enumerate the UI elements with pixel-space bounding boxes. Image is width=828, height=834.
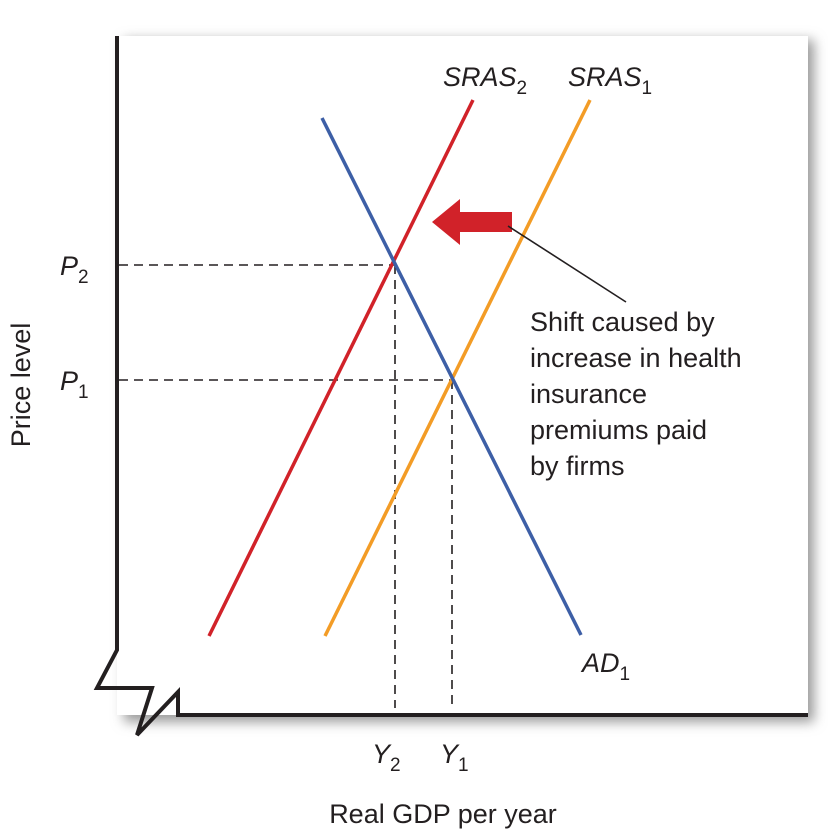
y2-label: Y2	[372, 739, 401, 776]
ad1-label: AD1	[580, 648, 630, 685]
guides	[119, 264, 453, 708]
leader-line	[507, 225, 627, 303]
y1-label: Y1	[440, 739, 469, 776]
sras1-curve	[323, 99, 592, 637]
ad1-curve	[320, 117, 583, 636]
sras1-label: SRAS1	[568, 62, 652, 99]
annotation-line: increase in health	[530, 343, 742, 373]
sras2-label: SRAS2	[443, 62, 527, 99]
y-axis-title: Price level	[6, 323, 36, 448]
p2-label: P2	[60, 251, 89, 288]
annotation-line: by firms	[530, 451, 625, 481]
shift-arrow	[432, 199, 512, 245]
sras2-curve	[207, 99, 475, 637]
annotation-line: premiums paid	[530, 415, 707, 445]
annotation-line: insurance	[530, 379, 647, 409]
panel	[117, 36, 808, 715]
annotation: Shift caused by increase in health insuran…	[530, 307, 742, 481]
p1-label: P1	[60, 366, 89, 403]
annotation-line: Shift caused by	[530, 307, 715, 337]
axes	[93, 36, 808, 737]
x-axis-title: Real GDP per year	[329, 799, 557, 829]
